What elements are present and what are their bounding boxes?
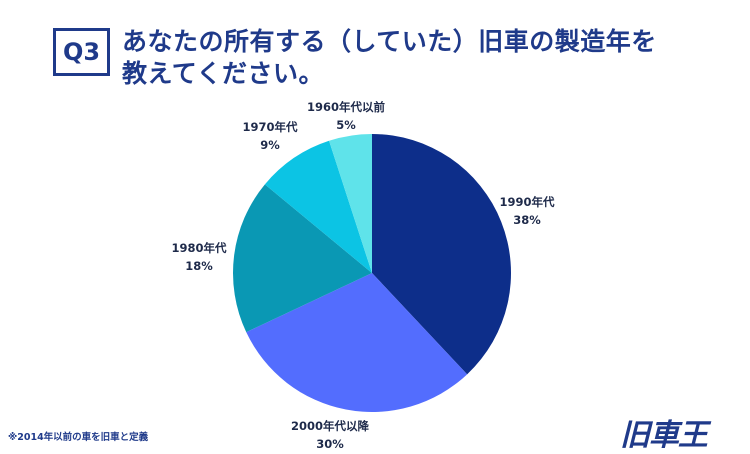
- slice-label: 1980年代: [171, 241, 227, 255]
- brand-logo: 旧車王: [620, 418, 708, 453]
- pie-slice: [372, 134, 512, 375]
- question-badge: Q3: [53, 28, 110, 76]
- page-title: あなたの所有する（していた）旧車の製造年を 教えてください。: [122, 26, 722, 90]
- slice-value-label: 38%: [513, 213, 541, 227]
- pie-slice: [246, 273, 468, 412]
- pie-slice: [233, 184, 372, 333]
- title-line-1: あなたの所有する（していた）旧車の製造年を: [122, 27, 657, 56]
- footnote: ※2014年以前の車を旧車と定義: [8, 432, 149, 443]
- pie-slice: [329, 134, 372, 273]
- pie-slice: [264, 140, 372, 273]
- slice-value-label: 9%: [260, 138, 280, 152]
- slice-label: 1990年代: [499, 195, 555, 209]
- slice-value-label: 5%: [336, 118, 356, 132]
- slice-label: 2000年代以降: [291, 419, 370, 433]
- slice-value-label: 30%: [316, 437, 344, 450]
- slice-label: 1970年代: [242, 120, 298, 134]
- title-line-2: 教えてください。: [122, 59, 325, 88]
- slice-label: 1960年代以前: [307, 100, 386, 114]
- slice-value-label: 18%: [185, 259, 213, 273]
